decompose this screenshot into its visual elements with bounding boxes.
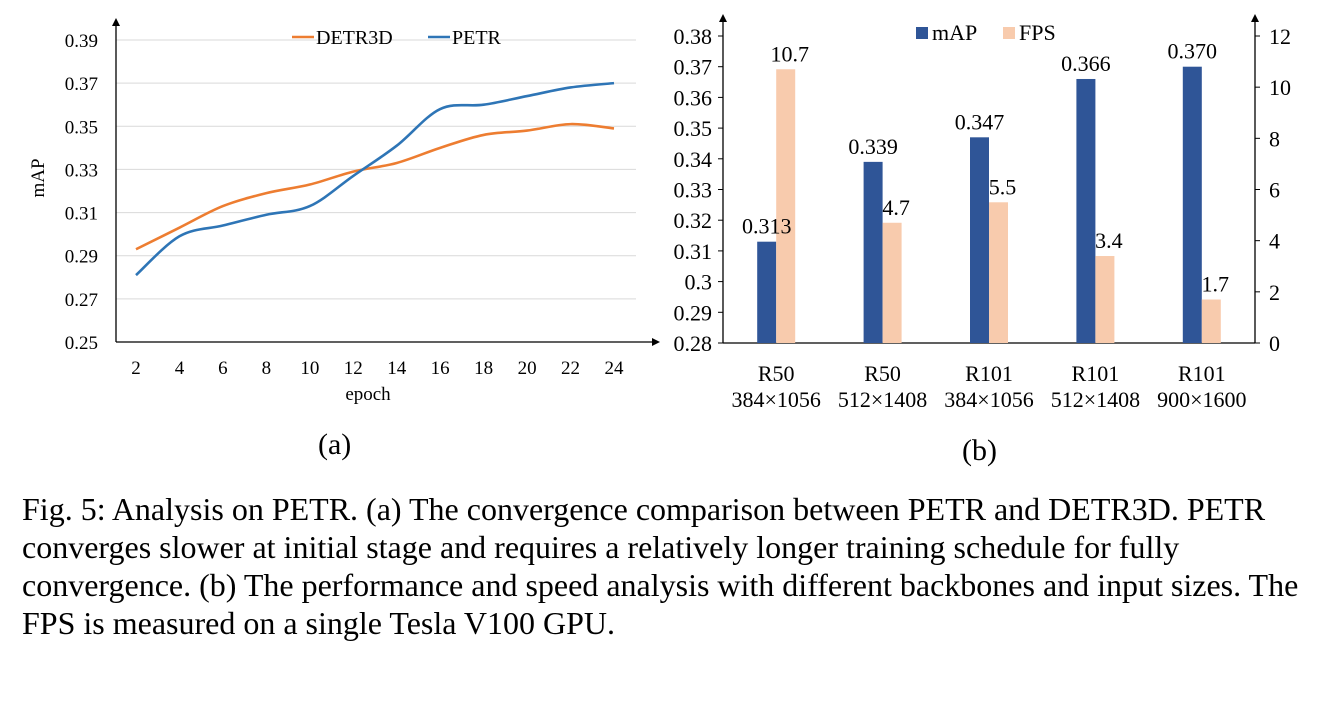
legend-label-detr3d: DETR3D xyxy=(316,27,393,49)
left-y-tick-label: 0.33 xyxy=(674,178,713,203)
legend-label-petr: PETR xyxy=(452,27,502,49)
category-label-backbone: R101 xyxy=(1072,361,1120,386)
subfigure-label-a: (a) xyxy=(318,428,352,461)
bar-map xyxy=(757,241,777,343)
y-tick-label: 0.33 xyxy=(65,160,98,181)
left-y-tick-label: 0.36 xyxy=(674,85,713,110)
convergence-line-chart: 0.250.270.290.310.330.350.370.392 4 6 8 10 12… xyxy=(28,18,660,405)
category-label-resolution: 384×1056 xyxy=(731,387,820,412)
category-label-resolution: 384×1056 xyxy=(944,387,1033,412)
left-y-tick-label: 0.38 xyxy=(674,24,713,49)
bar-map xyxy=(863,161,883,343)
bar-fps-value-label: 5.5 xyxy=(989,174,1017,199)
category-label-resolution: 900×1600 xyxy=(1157,387,1246,412)
x-tick-label: 24 xyxy=(605,358,625,379)
left-y-tick-label: 0.3 xyxy=(685,270,713,295)
y-tick-label: 0.25 xyxy=(65,333,98,354)
right-y-tick-label: 10 xyxy=(1269,75,1291,100)
category-label-backbone: R101 xyxy=(965,361,1013,386)
y-tick-label: 0.37 xyxy=(65,74,98,95)
bar-fps-value-label: 10.7 xyxy=(770,41,809,66)
y-tick-label: 0.39 xyxy=(65,31,98,52)
bar-fps xyxy=(882,222,902,343)
left-y-axis-arrow xyxy=(719,14,727,22)
left-y-tick-label: 0.32 xyxy=(674,208,713,233)
right-y-axis-arrow xyxy=(1251,14,1259,22)
left-y-tick-label: 0.37 xyxy=(674,55,713,80)
category-label-resolution: 512×1408 xyxy=(1051,387,1140,412)
x-tick-label: 20 xyxy=(518,358,537,379)
bar-map-value-label: 0.313 xyxy=(742,214,792,239)
left-y-tick-label: 0.34 xyxy=(674,147,713,172)
legend-swatch-map xyxy=(916,27,928,39)
x-tick-label: 6 xyxy=(218,358,228,379)
series-line-detr3d xyxy=(135,122,615,251)
left-y-tick-label: 0.28 xyxy=(674,331,713,356)
bar-map xyxy=(1076,78,1096,343)
bar-fps-value-label: 3.4 xyxy=(1095,228,1123,253)
x-tick-label: 16 xyxy=(431,358,450,379)
right-y-tick-label: 6 xyxy=(1269,178,1280,203)
bar-map-value-label: 0.370 xyxy=(1168,39,1218,64)
left-y-tick-label: 0.31 xyxy=(674,239,713,264)
right-y-tick-label: 4 xyxy=(1269,229,1280,254)
category-label-backbone: R50 xyxy=(864,361,901,386)
bar-fps xyxy=(1201,299,1221,343)
y-tick-label: 0.29 xyxy=(65,247,98,268)
bar-fps xyxy=(989,202,1008,343)
bar-fps-value-label: 4.7 xyxy=(882,195,910,220)
right-y-tick-label: 8 xyxy=(1269,126,1280,151)
y-tick-label: 0.35 xyxy=(65,117,98,138)
left-y-tick-label: 0.29 xyxy=(674,300,713,325)
left-y-tick-label: 0.35 xyxy=(674,116,713,141)
legend-label-fps: FPS xyxy=(1019,20,1056,45)
right-y-tick-label: 2 xyxy=(1269,280,1280,305)
right-y-tick-label: 0 xyxy=(1269,331,1280,356)
bar-fps xyxy=(776,69,796,343)
x-axis-title: epoch xyxy=(345,384,391,405)
subfigure-label-b: (b) xyxy=(962,434,997,467)
x-tick-label: 22 xyxy=(561,358,580,379)
category-label-backbone: R50 xyxy=(758,361,795,386)
bar-map xyxy=(1182,66,1202,343)
bar-map-value-label: 0.339 xyxy=(848,134,898,159)
y-axis-title: mAP xyxy=(28,158,49,197)
category-label-resolution: 512×1408 xyxy=(838,387,927,412)
bar-fps xyxy=(1095,256,1115,343)
x-tick-label: 14 xyxy=(387,358,407,379)
x-tick-label: 18 xyxy=(474,358,493,379)
y-axis-arrow xyxy=(112,18,120,26)
right-y-tick-label: 12 xyxy=(1269,24,1291,49)
legend-label-map: mAP xyxy=(932,20,977,45)
x-tick-label: 4 xyxy=(175,358,185,379)
y-tick-label: 0.27 xyxy=(65,290,98,311)
x-tick-label: 12 xyxy=(344,358,363,379)
bar-fps-value-label: 1.7 xyxy=(1202,272,1230,297)
y-tick-label: 0.31 xyxy=(65,204,98,225)
x-tick-label: 2 xyxy=(131,358,141,379)
bar-map-value-label: 0.366 xyxy=(1061,51,1111,76)
legend-swatch-fps xyxy=(1003,27,1015,39)
x-tick-label: 10 xyxy=(300,358,319,379)
performance-bar-chart: 0.280.290.30.310.320.330.340.350.360.370… xyxy=(674,14,1291,412)
category-label-backbone: R101 xyxy=(1178,361,1226,386)
x-tick-label: 8 xyxy=(262,358,272,379)
figure-caption: Fig. 5: Analysis on PETR. (a) The conver… xyxy=(22,491,1299,641)
series-line-petr xyxy=(135,81,615,277)
bar-map xyxy=(970,137,989,343)
bar-map-value-label: 0.347 xyxy=(955,109,1005,134)
x-axis-arrow xyxy=(652,338,660,346)
